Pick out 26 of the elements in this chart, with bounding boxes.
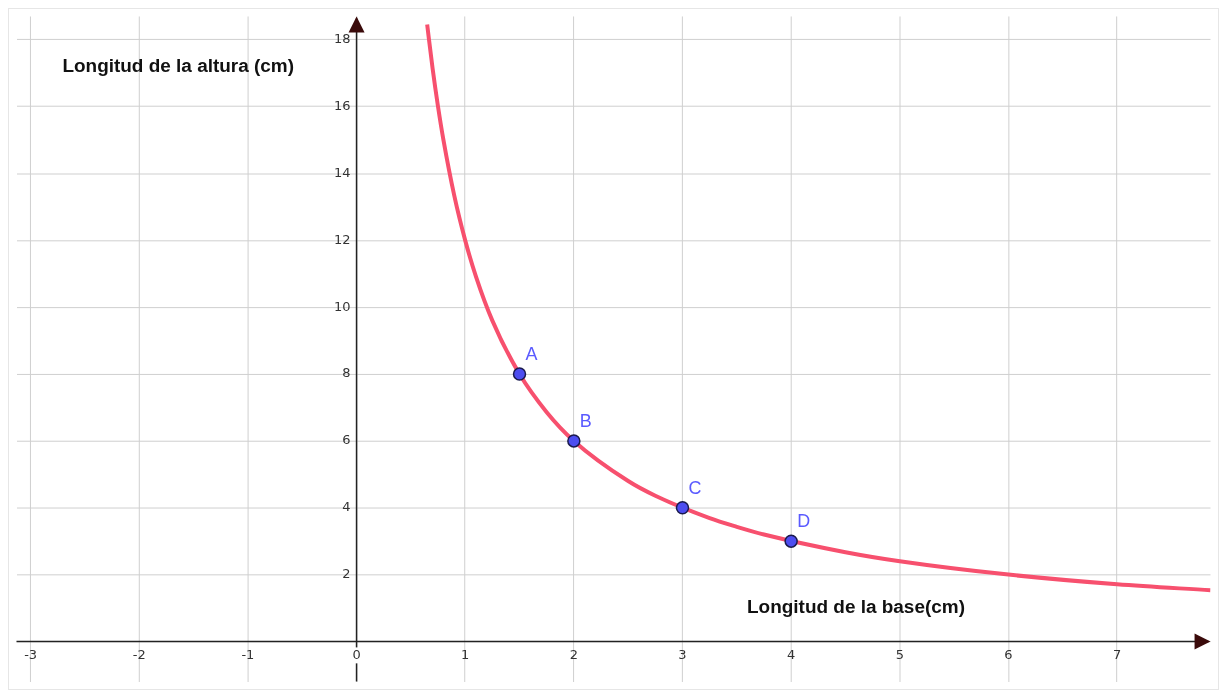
annotation: B	[579, 410, 592, 431]
annotation: C	[688, 477, 702, 498]
y-tick-label: 4	[342, 499, 351, 515]
x-tick-label: 6	[1004, 647, 1013, 663]
x-tick-label: 4	[787, 647, 796, 663]
x-tick-label: 5	[895, 647, 904, 663]
y-tick-label: 14	[334, 164, 351, 180]
y-tick-label: 2	[342, 565, 351, 581]
y-tick-label: 10	[334, 298, 351, 314]
x-tick-label: 7	[1112, 647, 1122, 663]
y-axis-title: Longitud de la altura (cm)	[62, 54, 295, 76]
y-tick-label: 16	[334, 98, 351, 114]
x-tick-label: 0	[352, 647, 361, 663]
x-tick-label: 3	[678, 647, 687, 663]
x-tick-label: -2	[132, 647, 146, 663]
annotation: A	[525, 344, 538, 365]
y-tick-label: 12	[334, 231, 351, 247]
x-tick-label: -3	[24, 647, 38, 663]
y-tick-label: 18	[334, 31, 351, 47]
x-tick-label: 1	[461, 647, 470, 663]
x-tick-label: 2	[569, 647, 578, 663]
y-tick-label: 6	[342, 432, 351, 448]
y-tick-label: 8	[342, 365, 351, 381]
x-tick-label: -1	[241, 647, 255, 663]
annotation: D	[797, 511, 811, 532]
x-axis-title: Longitud de la base(cm)	[747, 596, 965, 618]
